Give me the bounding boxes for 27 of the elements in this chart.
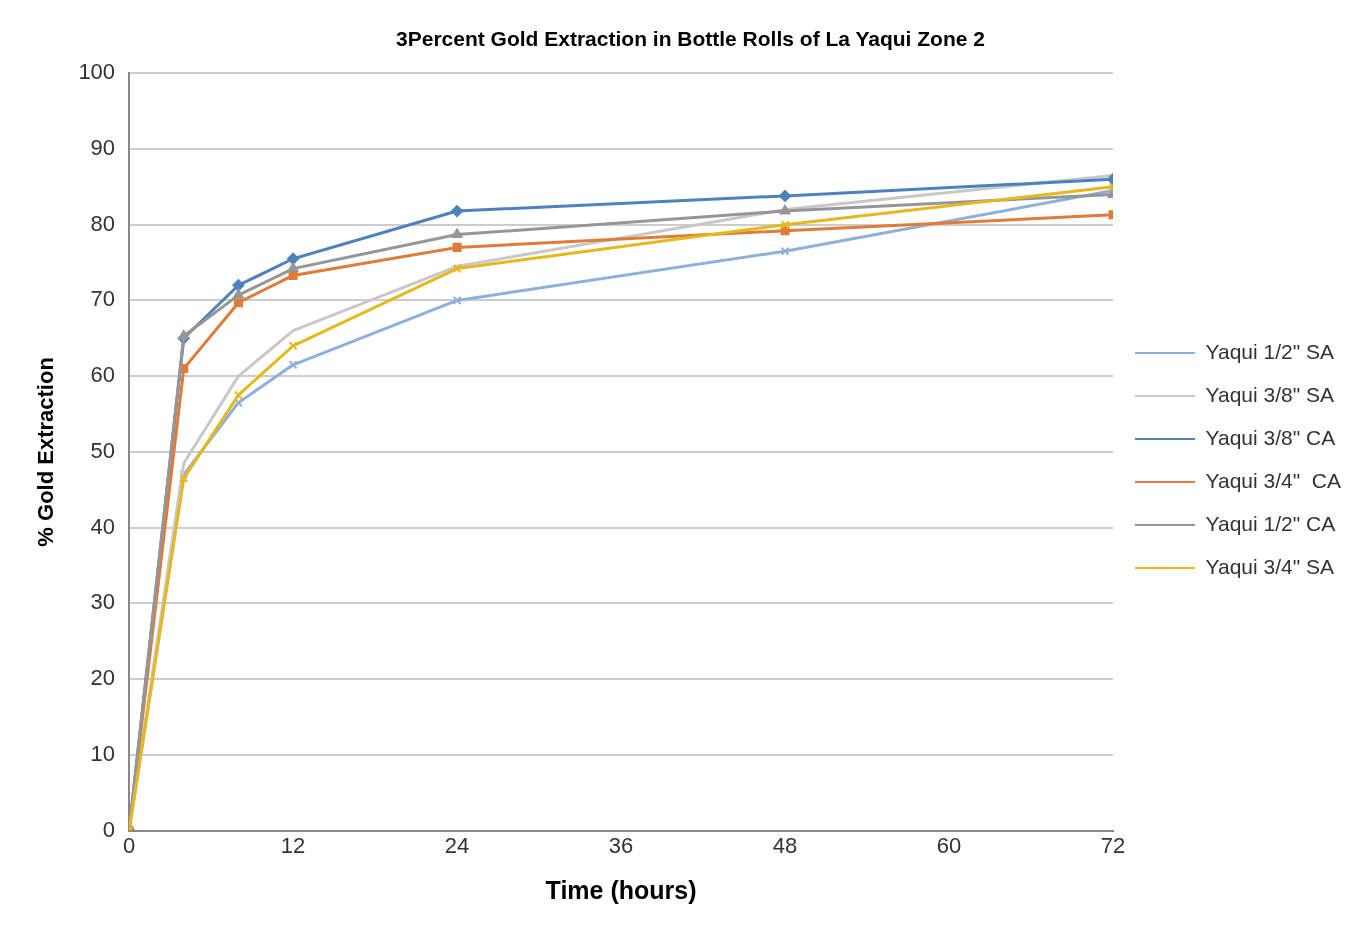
- y-tick-label: 90: [90, 135, 116, 160]
- chart-title: 3Percent Gold Extraction in Bottle Rolls of La Yaqui Zone 2: [396, 27, 985, 51]
- legend-label: Yaqui 3/8" CA: [1205, 425, 1336, 449]
- x-tick-label: 72: [1100, 832, 1126, 858]
- y-tick-label: 40: [90, 513, 116, 539]
- x-tick-label: 48: [772, 832, 798, 858]
- y-tick-label: 100: [78, 59, 116, 85]
- y-tick-label: 10: [90, 740, 116, 766]
- legend-label: Yaqui 3/4" CA: [1205, 468, 1342, 492]
- legend-label: Yaqui 1/2" SA: [1205, 339, 1335, 363]
- x-tick-label: 24: [444, 832, 470, 858]
- y-tick-label: 80: [90, 210, 116, 236]
- x-tick-label: 12: [280, 832, 306, 858]
- legend-label: Yaqui 3/8" SA: [1205, 382, 1335, 406]
- y-tick-label: 30: [90, 589, 116, 615]
- y-axis-title: % Gold Extraction: [33, 357, 59, 547]
- x-tick-label: 0: [122, 832, 136, 858]
- x-axis-title: Time (hours): [545, 875, 697, 904]
- y-tick-label: 20: [90, 665, 116, 691]
- x-tick-label: 36: [608, 832, 634, 858]
- x-tick-label: 60: [936, 832, 962, 858]
- legend-label: Yaqui 1/2" CA: [1205, 511, 1336, 535]
- legend-label: Yaqui 3/4" SA: [1205, 554, 1335, 578]
- y-tick-label: 50: [90, 437, 116, 463]
- y-tick-label: 0: [102, 816, 116, 842]
- y-tick-label: 60: [90, 362, 116, 388]
- y-tick-label: 70: [90, 286, 116, 312]
